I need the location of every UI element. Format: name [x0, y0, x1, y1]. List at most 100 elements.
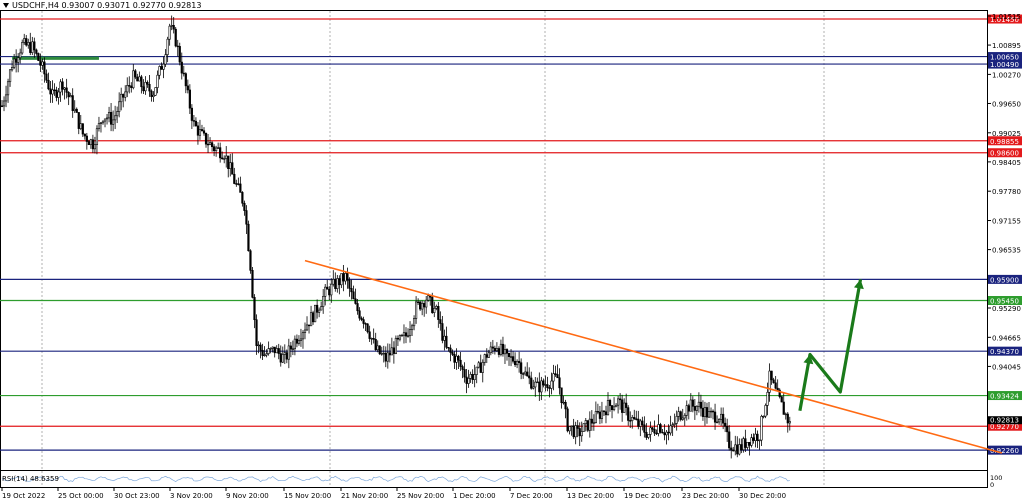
time-tick-label: 15 Nov 20:00	[284, 492, 331, 500]
time-tick-label: 21 Nov 20:00	[341, 492, 388, 500]
candle-body	[368, 331, 371, 339]
candle-body	[190, 107, 193, 121]
time-tick-label: 19 Oct 2022	[2, 492, 45, 500]
candle-body	[548, 387, 551, 389]
candle-body	[182, 72, 185, 75]
candle-body	[257, 344, 260, 347]
candle-body	[449, 347, 452, 353]
candle-body	[109, 112, 113, 125]
candle-body	[691, 399, 694, 407]
current-price-label: 0.92813	[990, 417, 1019, 425]
candle-body	[707, 411, 711, 418]
rsi-line	[1, 475, 790, 483]
candle-body	[580, 431, 583, 437]
dropdown-triangle-icon[interactable]	[3, 3, 9, 8]
arrow-path	[798, 279, 863, 412]
candle-body	[612, 406, 616, 411]
rsi-scale-label: 0	[990, 481, 994, 489]
candle-body	[311, 312, 315, 323]
candle-body	[734, 444, 737, 452]
candle-body	[366, 323, 369, 333]
candle-body	[358, 310, 361, 319]
candle-body	[711, 410, 715, 413]
time-tick-label: 23 Dec 20:00	[682, 492, 729, 500]
candle-body	[318, 309, 321, 313]
candle-body	[515, 360, 519, 366]
candle-body	[281, 354, 284, 363]
candle-body	[47, 79, 50, 90]
candle-body	[299, 338, 303, 341]
candle-body	[673, 423, 676, 425]
candle-body	[598, 411, 602, 419]
candle-body	[6, 81, 10, 96]
candle-body	[752, 437, 755, 441]
price-tick-label: 0.99025	[992, 130, 1021, 138]
candle-body	[320, 306, 323, 311]
level-tag-label: 1.00650	[990, 54, 1019, 62]
candle-body	[762, 415, 765, 418]
candle-body	[372, 338, 375, 340]
candle-body	[509, 356, 513, 358]
candle-body	[223, 158, 226, 160]
candle-body	[431, 296, 434, 313]
price-tick-label: 0.97155	[992, 218, 1021, 226]
time-axis: 19 Oct 2022 25 Oct 00:00 30 Oct 23:00 3 Nov…	[1, 487, 786, 500]
candle-body	[538, 381, 541, 393]
candle-body	[73, 108, 76, 111]
level-tag-label: 0.93424	[990, 393, 1019, 401]
time-tick-label: 9 Nov 20:00	[226, 492, 269, 500]
candle-body	[67, 92, 70, 98]
candle-body	[93, 144, 97, 150]
candle-body	[497, 348, 501, 355]
candle-body	[186, 85, 189, 91]
candle-body	[65, 87, 68, 93]
candle-body	[269, 348, 272, 350]
price-axis: 1.01515 1.00895 1.00270 0.99650 0.99025 0.984…	[987, 13, 1021, 371]
candle-body	[162, 63, 165, 70]
candle-body	[130, 85, 133, 89]
candle-body	[419, 301, 422, 310]
candle-body	[592, 422, 595, 424]
candle-body	[285, 352, 288, 360]
level-tag	[988, 296, 1022, 306]
candle-body	[766, 391, 769, 406]
candle-body	[406, 335, 410, 337]
candle-body	[728, 431, 731, 449]
level-tag-label: 0.98600	[990, 150, 1019, 158]
candle-body	[473, 374, 476, 381]
level-tag-label: 0.95450	[990, 298, 1019, 306]
candle-body	[720, 413, 723, 420]
level-tag	[988, 445, 1022, 455]
candle-body	[556, 374, 559, 379]
candle-body	[394, 337, 398, 354]
candle-body	[457, 355, 460, 361]
candle-body	[513, 360, 517, 366]
candle-body	[307, 324, 311, 327]
candle-body	[566, 408, 569, 432]
candle-body	[554, 373, 557, 375]
candle-body	[685, 405, 688, 416]
candle-body	[542, 380, 545, 386]
candle-body	[344, 273, 347, 282]
candle-body	[390, 347, 393, 356]
candle-body	[713, 411, 717, 423]
candle-body	[659, 424, 662, 433]
candle-body	[750, 437, 753, 446]
candle-body	[546, 384, 549, 388]
candle-body	[283, 352, 286, 355]
time-tick-label: 19 Dec 20:00	[624, 492, 671, 500]
candle-body	[701, 407, 705, 417]
candle-body	[13, 58, 16, 68]
candle-body	[402, 332, 406, 336]
candle-body	[160, 66, 163, 70]
candle-body	[334, 279, 337, 289]
candle-body	[653, 428, 656, 434]
candle-body	[31, 41, 34, 53]
candle-body	[380, 353, 383, 355]
candle-body	[463, 369, 466, 378]
candle-body	[293, 338, 297, 350]
candle-body	[43, 61, 46, 75]
price-tick-label: 0.95290	[992, 305, 1021, 313]
